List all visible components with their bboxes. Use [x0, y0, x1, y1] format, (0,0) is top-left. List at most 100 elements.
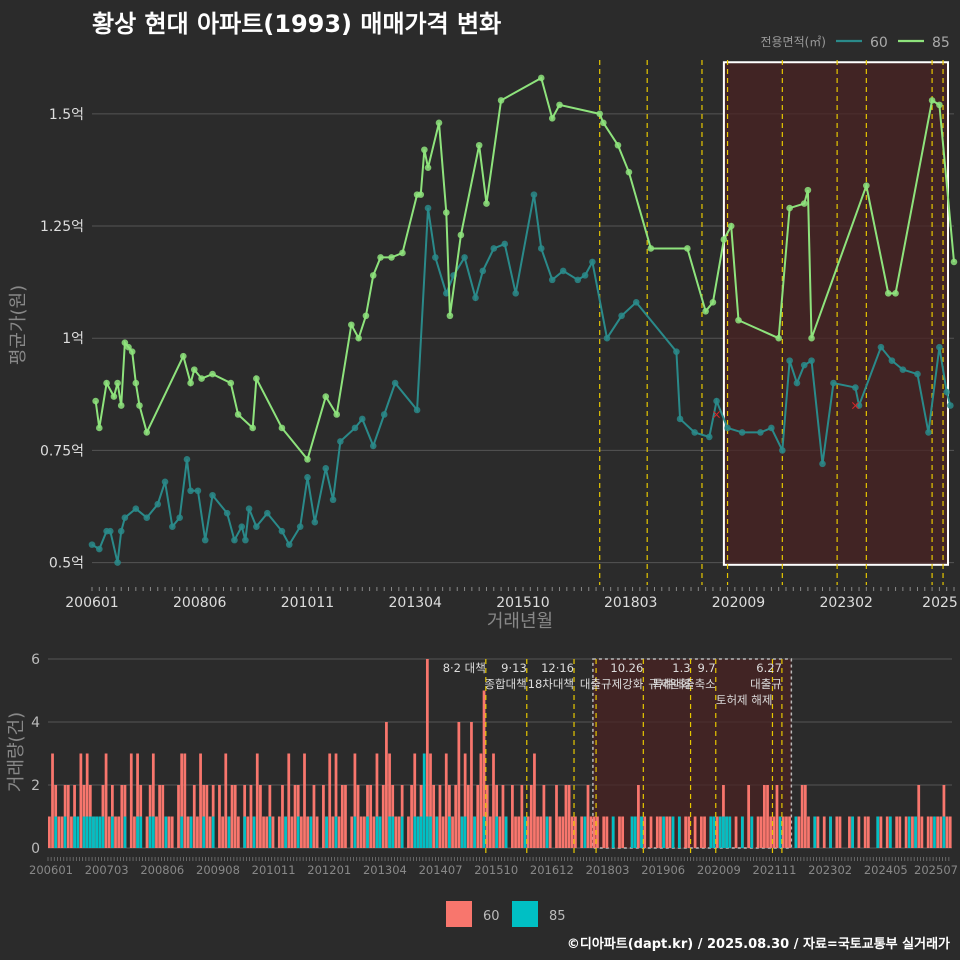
policy-label: 1.3	[672, 661, 690, 675]
data-point-85	[863, 182, 870, 189]
volume-bar-60	[539, 816, 543, 848]
volume-bar-85	[460, 816, 464, 848]
volume-bar-60	[555, 785, 558, 848]
volume-bar-60	[772, 816, 776, 848]
data-point-60	[936, 343, 943, 351]
volume-bar-60	[107, 816, 111, 848]
data-point-60	[161, 478, 169, 486]
data-point-60	[914, 370, 921, 378]
volume-bar-60	[526, 816, 530, 848]
volume-bar-85	[88, 816, 92, 848]
volume-bar-60	[322, 785, 325, 848]
volume-bar-60	[425, 659, 429, 848]
volume-bar-85	[110, 816, 114, 848]
volume-bar-60	[246, 816, 250, 848]
data-point-60	[632, 299, 640, 306]
policy-label: 9.7	[697, 661, 715, 675]
data-point-60	[779, 447, 786, 454]
data-point-60	[121, 514, 129, 521]
x-tick-label: 200703	[85, 863, 129, 877]
volume-bar-60	[381, 785, 385, 848]
volume-bar-85	[243, 816, 247, 848]
data-point-85	[143, 429, 151, 436]
data-point-60	[231, 536, 238, 544]
data-point-60	[311, 518, 319, 526]
data-point-60	[574, 276, 582, 284]
volume-bar-60	[331, 816, 335, 848]
volume-bar-60	[334, 753, 338, 848]
volume-bar-85	[139, 816, 143, 848]
volume-bar-60	[514, 816, 517, 848]
volume-bar-60	[177, 785, 180, 848]
volume-bar-60	[637, 785, 640, 848]
volume-bar-85	[778, 816, 782, 848]
volume-bar-85	[545, 816, 549, 848]
data-point-60	[176, 514, 183, 521]
legend-swatch-60	[446, 901, 472, 927]
volume-bar-60	[659, 816, 662, 848]
volume-bar-60	[470, 722, 473, 848]
volume-bar-60	[763, 785, 766, 848]
volume-bar-85	[942, 816, 946, 848]
volume-bar-60	[756, 816, 760, 848]
data-point-85	[110, 393, 118, 400]
data-point-85	[136, 402, 143, 409]
volume-bar-60	[476, 785, 480, 848]
volume-bar-85	[227, 816, 231, 848]
volume-bar-60	[655, 816, 659, 848]
volume-bar-60	[693, 816, 697, 848]
volume-bar-60	[904, 816, 908, 848]
volume-bar-60	[649, 816, 653, 848]
volume-bar-60	[939, 816, 943, 848]
data-point-60	[768, 424, 775, 432]
data-point-60	[183, 456, 191, 463]
data-point-85	[720, 236, 728, 243]
volume-bar-60	[70, 816, 73, 848]
volume-bar-60	[303, 753, 306, 848]
policy-label: 8·2 대책	[443, 661, 486, 675]
volume-bar-60	[397, 816, 401, 848]
data-point-60	[800, 361, 808, 369]
volume-bar-85	[54, 816, 58, 848]
x-tick-label: 200806	[140, 863, 184, 877]
volume-bar-60	[533, 753, 536, 848]
volume-bar-85	[82, 816, 86, 848]
data-point-60	[296, 523, 304, 530]
data-point-60	[793, 379, 801, 387]
data-point-60	[925, 429, 932, 436]
data-point-60	[391, 379, 399, 387]
data-point-85	[114, 379, 121, 387]
volume-bar-60	[133, 816, 136, 848]
volume-bar-85	[388, 816, 391, 848]
data-point-60	[201, 536, 209, 544]
volume-bar-60	[337, 816, 341, 848]
y-tick-label: 0.75억	[40, 443, 84, 459]
data-point-60	[169, 523, 176, 530]
volume-bar-60	[866, 816, 870, 848]
volume-bar-85	[378, 816, 382, 848]
volume-bar-60	[848, 816, 851, 848]
data-point-85	[950, 258, 958, 266]
volume-bar-60	[485, 785, 489, 848]
volume-bar-60	[898, 816, 902, 848]
volume-bar-85	[611, 816, 615, 848]
outlier-marker: ×	[850, 399, 860, 413]
volume-bar-60	[454, 785, 458, 848]
volume-bar-60	[114, 816, 117, 848]
legend-label-60: 60	[483, 909, 500, 924]
volume-bar-60	[271, 816, 275, 848]
volume-bar-60	[816, 816, 820, 848]
data-point-85	[614, 141, 622, 149]
volume-bar-60	[444, 753, 448, 848]
volume-bar-60	[281, 785, 284, 848]
data-point-85	[556, 101, 563, 109]
data-point-60	[603, 334, 611, 342]
volume-bar-85	[740, 816, 744, 848]
volume-bar-85	[284, 816, 287, 848]
volume-bar-60	[432, 785, 436, 848]
volume-bar-85	[419, 816, 423, 848]
data-point-60	[264, 509, 271, 517]
y-tick-label: 6	[31, 652, 40, 668]
volume-bar-60	[492, 753, 495, 848]
volume-bar-85	[95, 816, 98, 848]
